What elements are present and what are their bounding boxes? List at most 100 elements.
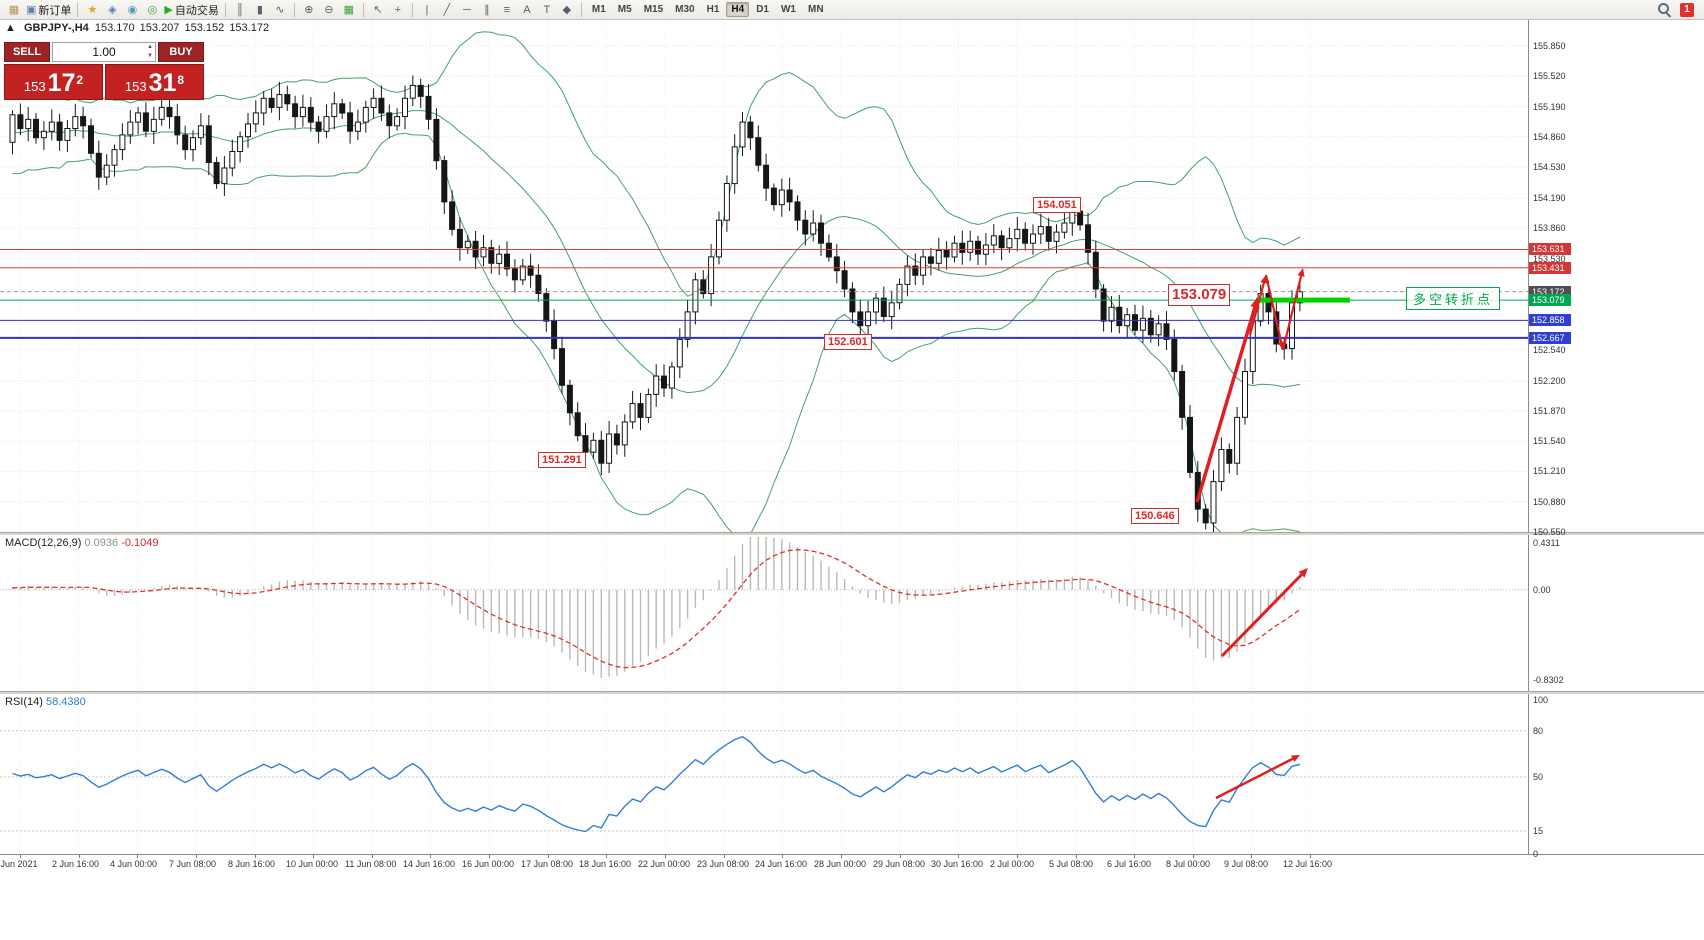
time-axis[interactable]: 1 Jun 2021 2 Jun 16:00 4 Jun 00:00 7 Jun 08…	[0, 854, 1704, 873]
price-axis-label: 153.530	[1533, 254, 1566, 264]
bar-chart-mode-icon[interactable]: ║	[230, 2, 250, 18]
buy-price-button[interactable]: 153 31 8	[105, 64, 204, 100]
trendline-tool-icon[interactable]: ╱	[437, 2, 457, 18]
rsi-value: 58.4380	[45, 696, 86, 708]
sell-price-button[interactable]: 153 17 2	[4, 64, 103, 100]
stepper-down-icon[interactable]: ▼	[147, 53, 153, 59]
time-axis-label: 9 Jul 08:00	[1224, 859, 1269, 869]
indicator-list-icon[interactable]: ★	[82, 2, 102, 18]
rsi-axis-label: 80	[1533, 726, 1544, 736]
chart-window[interactable]: ▲ GBPJPY-,H4 153.170 153.207 153.152 153…	[0, 20, 1704, 859]
candlestick-mode-icon[interactable]: ▮	[250, 2, 270, 18]
time-tick	[1076, 855, 1077, 858]
notification-badge[interactable]: 1	[1680, 2, 1694, 17]
scripts-icon[interactable]: ◎	[142, 2, 162, 18]
time-axis-label: 14 Jun 16:00	[403, 859, 456, 869]
sell-button[interactable]: SELL	[4, 42, 50, 62]
timeframe-D1[interactable]: D1	[756, 4, 769, 15]
main-chart-panel[interactable]: ▲ GBPJPY-,H4 153.170 153.207 153.152 153…	[0, 20, 1528, 532]
price-tag: 153.079	[1529, 294, 1571, 306]
time-axis-label: 2 Jun 16:00	[52, 859, 100, 869]
macd-axis-label: 0.4311	[1533, 538, 1560, 548]
timeframe-M5[interactable]: M5	[617, 4, 632, 15]
time-axis-label: 24 Jun 16:00	[755, 859, 808, 869]
vertical-line-tool-icon[interactable]: |	[417, 2, 437, 18]
time-tick	[430, 855, 431, 858]
timeframe-M30[interactable]: M30	[675, 4, 695, 15]
time-axis-label: 8 Jul 00:00	[1166, 859, 1211, 869]
buy-price-big: 153	[124, 79, 147, 94]
time-tick	[606, 855, 607, 858]
auto-trading-button[interactable]: ▶ 自动交易	[162, 2, 220, 18]
time-axis-label: 29 Jun 08:00	[873, 859, 926, 869]
chart-profile-icon-glyph: ◈	[108, 4, 117, 16]
time-axis-label: 8 Jun 16:00	[228, 859, 276, 869]
macd-panel[interactable]: MACD(12,26,9) 0.0936 -0.1049	[0, 535, 1528, 691]
price-axis-label: 154.190	[1533, 193, 1566, 203]
macd-chart[interactable]	[0, 535, 1528, 691]
rsi-panel[interactable]: RSI(14) 58.4380	[0, 694, 1528, 854]
time-tick	[79, 855, 80, 858]
time-tick	[255, 855, 256, 858]
candlestick-chart[interactable]	[0, 20, 1528, 532]
new-order-button-glyph: ▣	[26, 4, 37, 16]
price-callout: 154.051	[1033, 197, 1081, 214]
buy-button[interactable]: BUY	[158, 42, 204, 62]
search-handle	[1665, 12, 1672, 18]
alerts-icon[interactable]: ◉	[122, 2, 142, 18]
timeframe-H1[interactable]: H1	[706, 4, 720, 15]
rsi-chart[interactable]	[0, 694, 1528, 854]
new-chart-icon[interactable]: ▦	[4, 2, 24, 18]
zoom-in-icon[interactable]: ⊕	[299, 2, 319, 18]
search-icon[interactable]	[1657, 2, 1672, 18]
crosshair-icon[interactable]: +	[388, 2, 408, 18]
new-order-button[interactable]: ▣ 新订单	[24, 2, 73, 18]
time-tick	[958, 855, 959, 858]
timeframe-M1[interactable]: M1	[591, 4, 606, 15]
price-axis-label: 151.870	[1533, 406, 1566, 416]
stepper-up-icon[interactable]: ▲	[147, 44, 153, 50]
tile-windows-icon[interactable]: ▦	[339, 2, 359, 18]
text-tool-icon[interactable]: A	[517, 2, 537, 18]
time-axis-label: 16 Jun 00:00	[462, 859, 515, 869]
scripts-icon-glyph: ◎	[147, 4, 158, 16]
channel-tool-icon[interactable]: ∥	[477, 2, 497, 18]
label-tool-icon[interactable]: T	[537, 2, 557, 18]
zoom-out-icon[interactable]: ⊖	[319, 2, 339, 18]
time-axis-label: 11 Jun 08:00	[345, 859, 397, 869]
time-axis-label: 10 Jun 00:00	[286, 859, 339, 869]
price-axis-label: 152.200	[1533, 376, 1566, 386]
trendline-tool-icon-glyph: ╱	[443, 4, 451, 16]
panel-separator[interactable]	[0, 532, 1704, 535]
zoom-in-icon-glyph: ⊕	[304, 4, 314, 16]
volume-stepper[interactable]: ▲ ▼	[147, 43, 153, 61]
shapes-tool-icon[interactable]: ◆	[557, 2, 577, 18]
time-axis-label: 7 Jun 08:00	[169, 859, 217, 869]
timeframe-H4[interactable]: H4	[726, 2, 750, 17]
price-axis-label: 154.860	[1533, 132, 1566, 142]
timeframe-M15[interactable]: M15	[643, 4, 664, 15]
time-axis-label: 18 Jun 16:00	[579, 859, 632, 869]
line-chart-mode-icon[interactable]: ∿	[270, 2, 290, 18]
turning-point-label: 多空转折点	[1406, 287, 1501, 310]
price-axis-label: 150.880	[1533, 497, 1566, 507]
macd-signal-value: -0.1049	[121, 537, 159, 549]
time-axis-label: 28 Jun 00:00	[814, 859, 867, 869]
timeframe-W1[interactable]: W1	[780, 4, 796, 15]
fibonacci-tool-icon[interactable]: ≡	[497, 2, 517, 18]
panel-separator[interactable]	[0, 691, 1704, 694]
fibonacci-tool-icon-glyph: ≡	[503, 3, 511, 16]
zoom-out-icon-glyph: ⊖	[324, 4, 334, 16]
label-tool-icon-glyph: T	[543, 3, 551, 16]
timeframe-MN[interactable]: MN	[807, 4, 824, 15]
cursor-icon[interactable]: ↖	[368, 2, 388, 18]
price-axis[interactable]: 155.850 155.520 155.190 154.860 154.530 154.1…	[1528, 20, 1704, 859]
alerts-icon-glyph: ◉	[127, 4, 138, 16]
volume-field[interactable]: 1.00 ▲ ▼	[52, 42, 156, 62]
time-axis-label: 23 Jun 08:00	[697, 859, 750, 869]
horizontal-line-tool-icon[interactable]: ─	[457, 2, 477, 18]
chart-profile-icon[interactable]: ◈	[102, 2, 122, 18]
text-tool-icon-glyph: A	[523, 3, 531, 16]
toolbar-right-group: 1	[1657, 2, 1700, 18]
toolbar-separator	[362, 2, 364, 17]
